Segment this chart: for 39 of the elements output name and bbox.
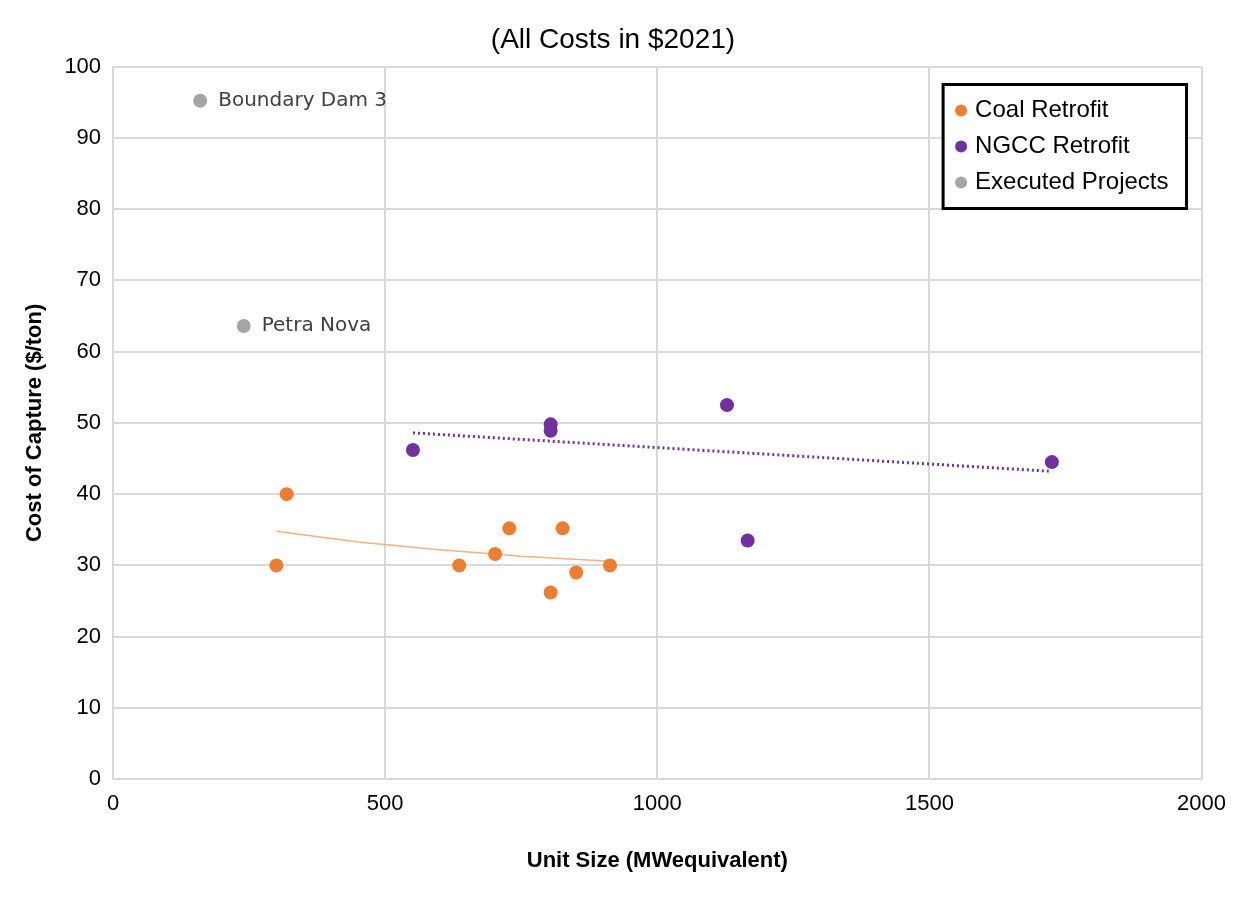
y-tick-label: 90 xyxy=(76,123,102,149)
legend-label: Coal Retrofit xyxy=(975,95,1109,123)
point xyxy=(502,521,517,536)
y-tick-label: 40 xyxy=(76,480,102,506)
x-axis-title: Unit Size (MWequivalent) xyxy=(526,846,788,872)
x-tick-label: 0 xyxy=(106,790,120,816)
x-tick-label: 2000 xyxy=(1177,790,1227,816)
point xyxy=(719,398,734,413)
y-tick-label: 100 xyxy=(64,52,102,78)
legend-label: NGCC Retrofit xyxy=(975,131,1131,159)
chart-title: (All Costs in $2021) xyxy=(490,22,736,54)
legend-label: Executed Projects xyxy=(975,167,1169,195)
y-tick-label: 80 xyxy=(76,195,102,221)
x-tick-label: 500 xyxy=(366,790,404,816)
point xyxy=(236,318,251,333)
point xyxy=(452,558,467,573)
y-tick-label: 10 xyxy=(76,694,102,719)
point xyxy=(279,487,294,502)
point xyxy=(1044,455,1059,470)
y-tick-label: 30 xyxy=(76,551,102,577)
annotation: Petra Nova xyxy=(261,312,372,337)
y-tick-label: 50 xyxy=(76,408,102,434)
point xyxy=(269,558,284,573)
y-tick-label: 60 xyxy=(76,337,102,363)
point xyxy=(193,93,208,108)
point xyxy=(488,547,503,562)
point xyxy=(405,442,420,457)
x-tick-label: 1000 xyxy=(632,790,682,816)
point xyxy=(555,521,570,536)
annotation: Boundary Dam 3 xyxy=(218,87,388,112)
y-tick-label: 0 xyxy=(88,765,102,791)
y-tick-label: 70 xyxy=(76,266,102,292)
point xyxy=(602,558,617,573)
y-axis-title: Cost of Capture ($/ton) xyxy=(21,303,47,543)
point xyxy=(543,585,558,600)
x-tick-label: 1500 xyxy=(904,790,954,816)
point xyxy=(569,565,584,580)
point xyxy=(740,533,755,548)
y-tick-label: 20 xyxy=(76,622,102,648)
